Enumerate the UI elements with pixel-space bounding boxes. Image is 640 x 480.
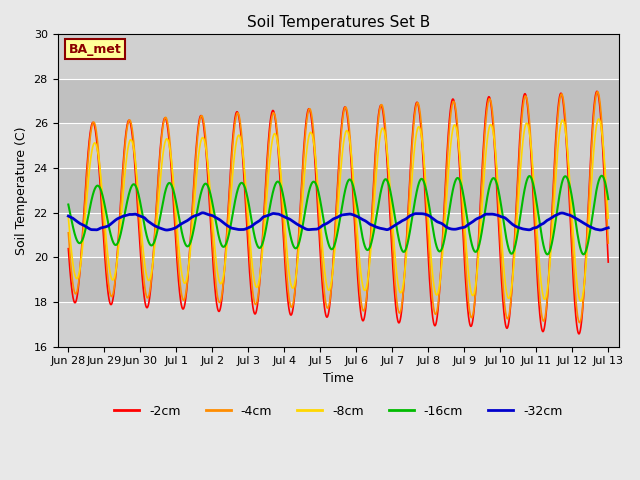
-2cm: [593, 88, 601, 94]
Bar: [58, 302, 619, 347]
-8cm: [577, 298, 584, 304]
-32cm: [272, 211, 280, 216]
-4cm: [536, 291, 543, 297]
Text: BA_met: BA_met: [68, 43, 122, 56]
-32cm: [594, 227, 602, 233]
-16cm: [271, 181, 279, 187]
-4cm: [604, 240, 612, 246]
Bar: [58, 168, 619, 213]
-8cm: [271, 131, 279, 137]
-4cm: [576, 320, 584, 325]
-32cm: [199, 210, 207, 216]
X-axis label: Time: Time: [323, 372, 354, 385]
-4cm: [158, 132, 166, 138]
-16cm: [65, 202, 72, 207]
-32cm: [295, 222, 303, 228]
-8cm: [295, 246, 303, 252]
-16cm: [543, 252, 551, 257]
-4cm: [126, 117, 134, 123]
Bar: [58, 257, 619, 302]
-16cm: [598, 173, 605, 179]
-32cm: [158, 226, 166, 232]
Line: -4cm: -4cm: [68, 92, 608, 323]
-2cm: [126, 119, 134, 124]
Line: -2cm: -2cm: [68, 91, 608, 334]
-2cm: [604, 259, 612, 265]
Bar: [58, 123, 619, 168]
-2cm: [158, 129, 166, 134]
-16cm: [126, 188, 134, 193]
-32cm: [604, 225, 612, 231]
-16cm: [594, 181, 602, 187]
Legend: -2cm, -4cm, -8cm, -16cm, -32cm: -2cm, -4cm, -8cm, -16cm, -32cm: [109, 400, 568, 423]
-2cm: [65, 246, 72, 252]
Bar: [58, 79, 619, 123]
-2cm: [271, 117, 279, 122]
-4cm: [594, 89, 602, 95]
-8cm: [158, 160, 166, 166]
-4cm: [271, 114, 279, 120]
-8cm: [595, 116, 602, 122]
-8cm: [65, 215, 72, 220]
Bar: [58, 34, 619, 79]
-16cm: [536, 219, 543, 225]
Line: -8cm: -8cm: [68, 119, 608, 301]
-32cm: [126, 212, 134, 217]
-2cm: [575, 331, 583, 337]
-8cm: [126, 138, 134, 144]
-16cm: [295, 241, 303, 247]
Line: -16cm: -16cm: [68, 176, 608, 254]
-16cm: [158, 204, 166, 210]
-4cm: [593, 89, 601, 95]
-32cm: [536, 222, 543, 228]
-2cm: [594, 91, 602, 96]
Title: Soil Temperatures Set B: Soil Temperatures Set B: [246, 15, 430, 30]
-8cm: [604, 216, 612, 221]
-4cm: [295, 236, 303, 241]
-2cm: [536, 308, 543, 313]
-32cm: [163, 227, 171, 233]
-8cm: [594, 117, 602, 123]
Line: -32cm: -32cm: [68, 213, 608, 230]
-8cm: [536, 262, 543, 268]
Bar: [58, 213, 619, 257]
-32cm: [65, 213, 72, 219]
-16cm: [604, 196, 612, 202]
-2cm: [295, 231, 303, 237]
-4cm: [65, 230, 72, 236]
Y-axis label: Soil Temperature (C): Soil Temperature (C): [15, 126, 28, 254]
